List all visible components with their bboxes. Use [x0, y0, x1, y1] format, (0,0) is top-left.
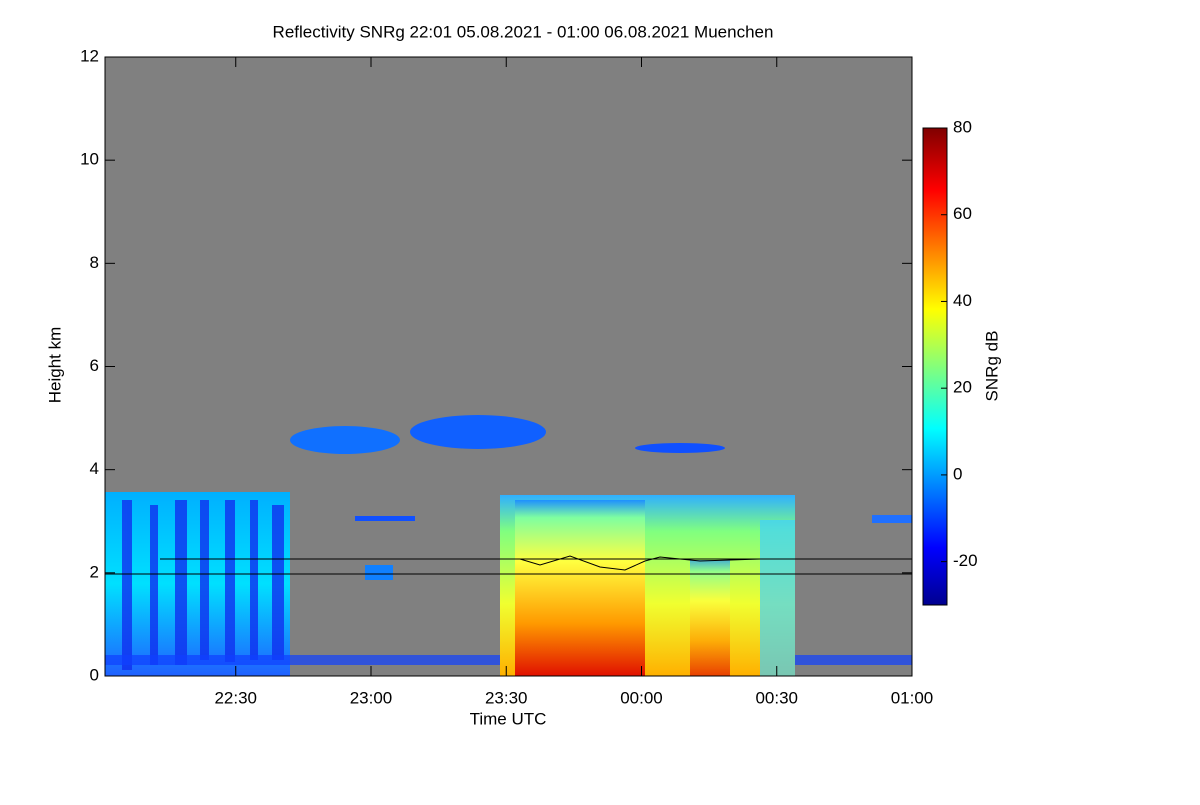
x-tick-label: 00:00	[620, 688, 663, 707]
colorbar-label: SNRg dB	[982, 331, 1001, 402]
y-tick-label: 2	[90, 562, 99, 581]
y-tick-label: 6	[90, 356, 99, 375]
colorbar-tick-label: 0	[953, 464, 962, 483]
chart-title: Reflectivity SNRg 22:01 05.08.2021 - 01:…	[273, 22, 774, 41]
y-tick-label: 10	[80, 150, 99, 169]
colorbar-tick-label: 20	[953, 378, 972, 397]
y-tick-label: 12	[80, 46, 99, 65]
y-tick-label: 8	[90, 253, 99, 272]
x-tick-label: 00:30	[755, 688, 798, 707]
colorbar-tick-label: 60	[953, 204, 972, 223]
colorbar-tick-label: 40	[953, 291, 972, 310]
field	[105, 57, 912, 676]
colorbar-tick-label: -20	[953, 551, 978, 570]
x-tick-label: 01:00	[891, 688, 934, 707]
y-axis-label: Height km	[45, 327, 64, 404]
y-tick-label: 0	[90, 665, 99, 684]
x-tick-label: 23:00	[350, 688, 393, 707]
colorbar-tick-label: 80	[953, 117, 972, 136]
x-axis-label: Time UTC	[470, 709, 547, 728]
y-tick-label: 4	[90, 459, 99, 478]
x-tick-label: 22:30	[214, 688, 257, 707]
x-tick-label: 23:30	[485, 688, 528, 707]
colorbar	[922, 127, 948, 606]
